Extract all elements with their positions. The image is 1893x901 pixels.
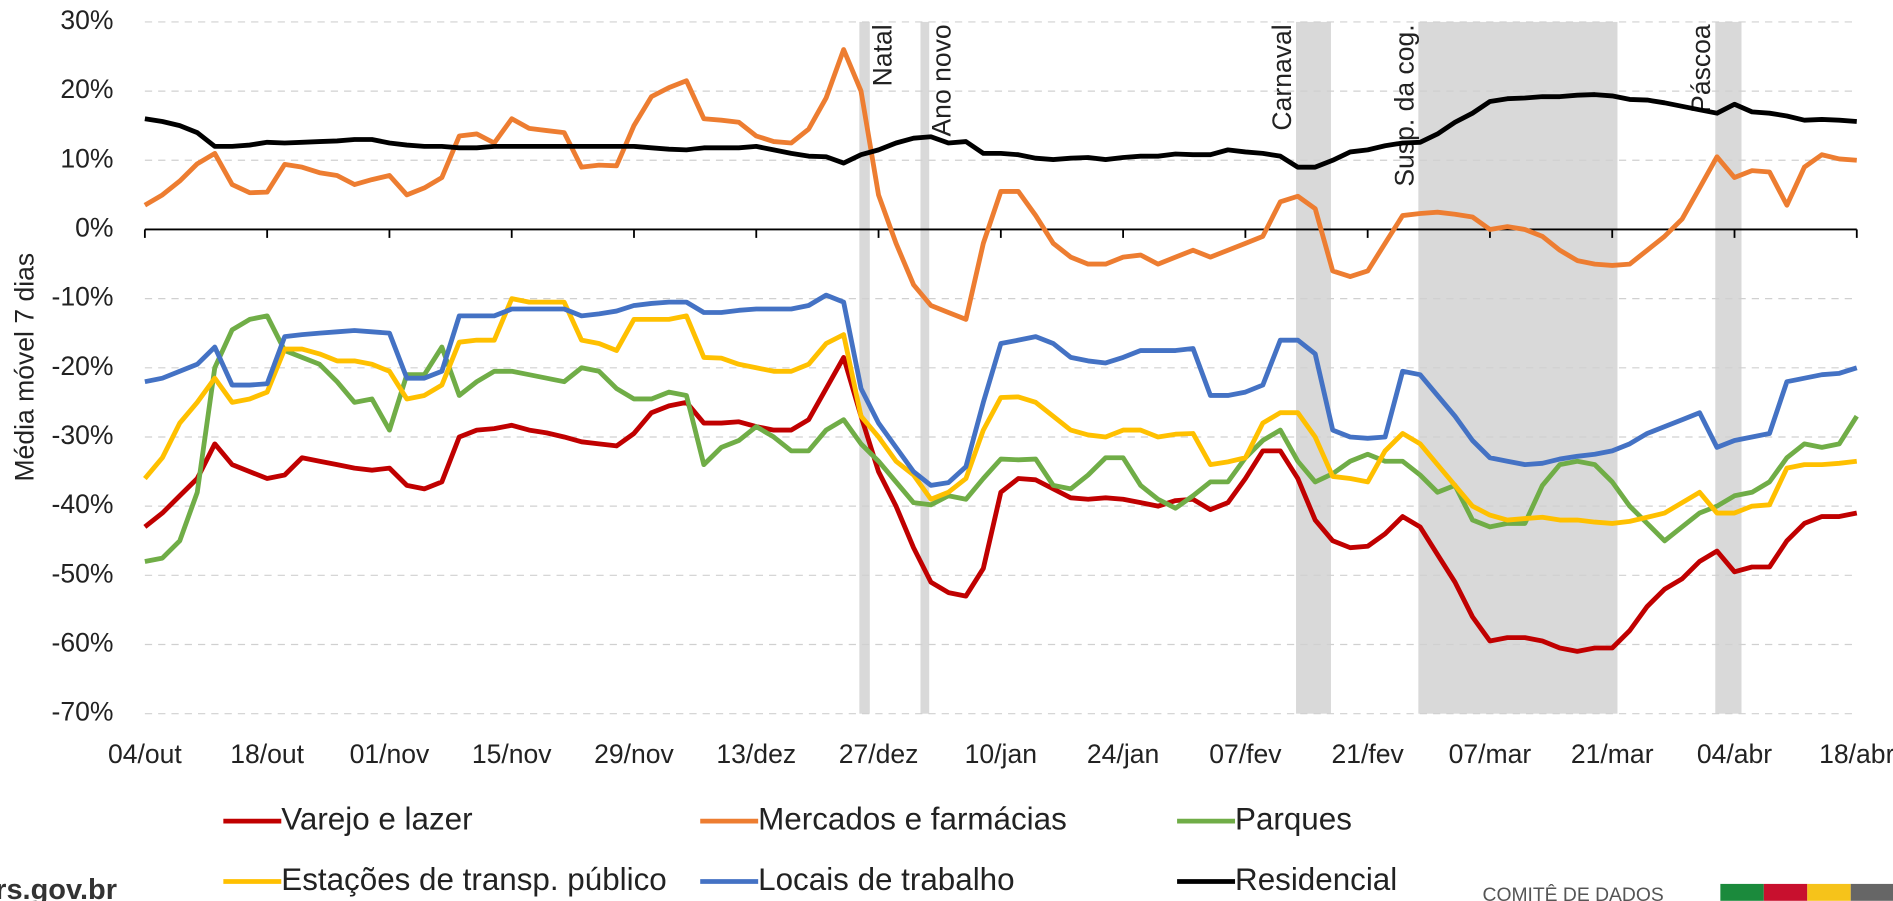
series-line — [144, 92, 1857, 170]
series-line — [143, 296, 1858, 526]
x-tick-label: 04/abr — [1697, 739, 1772, 769]
logo-block — [1720, 883, 1764, 901]
x-tick-label: 07/mar — [1449, 739, 1532, 769]
y-tick-label: 30% — [60, 5, 113, 35]
logo-block — [1763, 883, 1808, 901]
x-tick-label: 29/nov — [594, 739, 674, 769]
y-tick-label: -10% — [51, 282, 113, 312]
x-tick-label: 04/out — [108, 739, 182, 769]
period-label: Natal — [867, 24, 897, 86]
period-label: Páscoa — [1686, 24, 1716, 113]
x-tick-label: 21/fev — [1332, 739, 1405, 769]
series-line — [143, 47, 1857, 322]
x-tick-label: 07/fev — [1209, 739, 1282, 769]
x-tick-label: 21/mar — [1571, 739, 1654, 769]
y-tick-label: -40% — [51, 489, 113, 519]
y-tick-label: -50% — [51, 558, 113, 588]
logo-block — [1807, 883, 1851, 901]
period-label: Susp. da cog. — [1389, 24, 1419, 186]
series-line — [143, 355, 1858, 654]
x-tick-label: 24/jan — [1087, 739, 1159, 769]
y-tick-label: -70% — [51, 697, 113, 727]
period-label: Carnaval — [1267, 24, 1297, 130]
x-tick-label: 18/abr — [1819, 739, 1893, 769]
legend-label: Locais de trabalho — [758, 862, 1014, 897]
legend-label: Varejo e lazer — [281, 801, 472, 836]
y-tick-label: 10% — [60, 143, 113, 173]
y-axis-label: Média móvel 7 dias — [10, 253, 40, 482]
y-tick-label: -30% — [51, 420, 113, 450]
x-tick-label: 15/nov — [472, 739, 552, 769]
logo-block — [1850, 883, 1893, 901]
x-tick-label: 10/jan — [965, 739, 1037, 769]
footer-label: COMITÊ DE DADOS — [1483, 883, 1664, 901]
x-tick-label: 13/dez — [716, 739, 796, 769]
shaded-period — [920, 21, 930, 714]
legend-label: Parques — [1235, 801, 1352, 836]
legend-label: Mercados e farmácias — [758, 801, 1067, 836]
series-line — [144, 313, 1859, 564]
legend-label: Residencial — [1235, 862, 1397, 897]
legend-label: Estações de transp. público — [281, 862, 666, 897]
x-tick-label: 18/out — [230, 739, 304, 769]
footer-site: rs.gov.br — [0, 874, 117, 901]
y-tick-label: 0% — [75, 212, 113, 242]
y-tick-label: -20% — [51, 351, 113, 381]
x-tick-label: 27/dez — [839, 739, 919, 769]
series-line — [144, 292, 1858, 488]
x-tick-label: 01/nov — [350, 739, 430, 769]
y-tick-label: 20% — [60, 74, 113, 104]
y-tick-label: -60% — [51, 628, 113, 658]
period-label: Ano novo — [927, 24, 957, 136]
